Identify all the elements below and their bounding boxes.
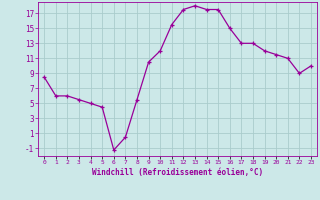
X-axis label: Windchill (Refroidissement éolien,°C): Windchill (Refroidissement éolien,°C) <box>92 168 263 177</box>
